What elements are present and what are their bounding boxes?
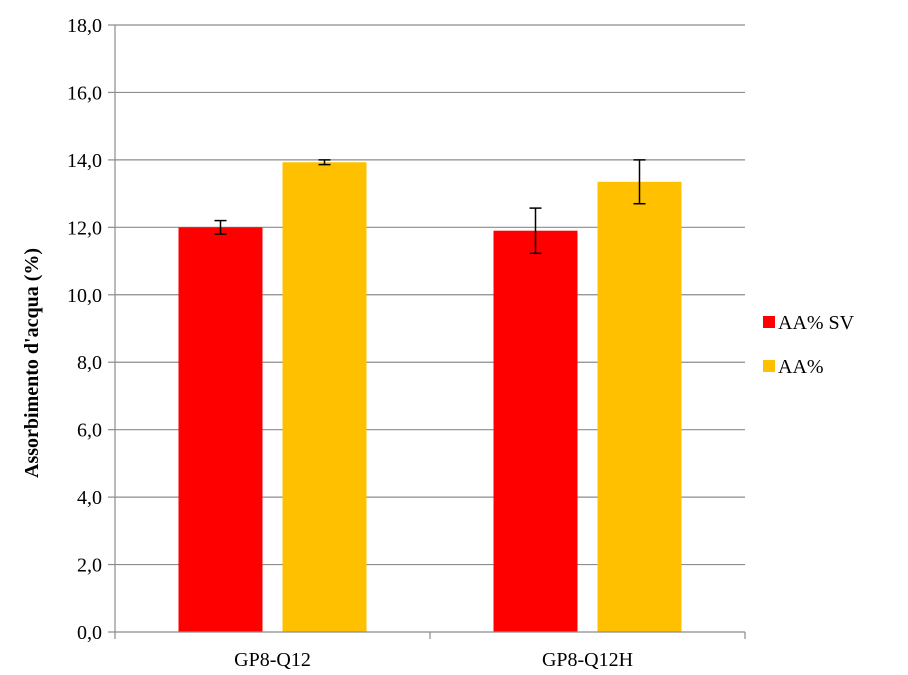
y-tick-label: 14,0 (67, 150, 102, 172)
y-tick-label: 0,0 (77, 622, 102, 644)
bar (597, 181, 682, 632)
y-tick-label: 12,0 (67, 217, 102, 239)
y-axis-title: Assorbimento d'acqua (%) (21, 248, 43, 478)
y-tick-labels: 0,0 2,0 4,0 6,0 8,0 10,0 12,0 14,0 16,0 18,0 (67, 15, 102, 644)
legend-swatch (763, 360, 775, 372)
bar (282, 162, 367, 632)
y-tick-label: 4,0 (77, 487, 102, 509)
error-bars (214, 159, 646, 255)
x-tick-label: GP8-Q12 (234, 649, 311, 671)
bar (178, 227, 263, 633)
bar (493, 230, 578, 632)
x-tick-labels: GP8-Q12 GP8-Q12H (234, 649, 633, 671)
legend-label: AA% (778, 356, 824, 378)
legend-swatch (763, 316, 775, 328)
y-tick-label: 10,0 (67, 285, 102, 307)
y-tick-label: 8,0 (77, 352, 102, 374)
legend: AA% SV AA% (763, 312, 855, 378)
axes (108, 24, 746, 639)
x-tick-label: GP8-Q12H (542, 649, 633, 671)
y-tick-label: 18,0 (67, 15, 102, 37)
legend-label: AA% SV (778, 312, 855, 334)
bars (178, 162, 682, 633)
y-tick-label: 6,0 (77, 420, 102, 442)
y-tick-label: 16,0 (67, 82, 102, 104)
y-tick-label: 2,0 (77, 555, 102, 577)
